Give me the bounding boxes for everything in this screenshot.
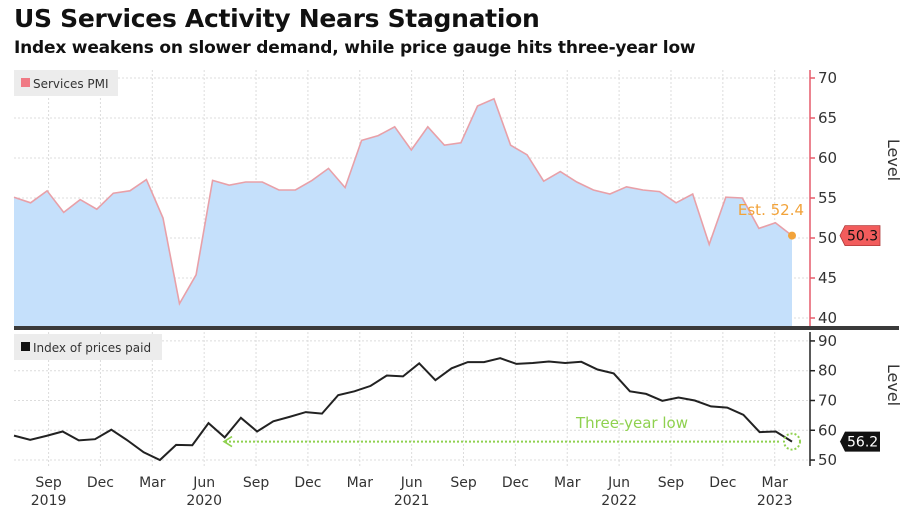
x-tick-month: Sep — [35, 475, 62, 491]
lower-ytick-label: 70 — [818, 391, 837, 409]
three-year-low-marker — [783, 432, 801, 451]
services-pmi-area — [14, 98, 792, 326]
x-tick-month: Mar — [139, 475, 166, 491]
prices-paid-line — [13, 357, 793, 462]
chart-subtitle: Index weakens on slower demand, while pr… — [14, 38, 696, 58]
x-axis-ticks: Sep 2019 Dec Mar Jun 2020 Sep Dec Mar Jun 2021 Sep D… — [31, 475, 793, 509]
x-tick-month: Jun — [607, 475, 630, 491]
lower-grid — [14, 332, 810, 466]
three-year-low-label: Three-year low — [575, 414, 688, 432]
x-tick-month: Dec — [294, 475, 321, 491]
x-tick-month: Dec — [87, 475, 114, 491]
lower-last-badge: 56.2 — [840, 431, 880, 452]
upper-ytick-label: 65 — [818, 109, 837, 127]
x-tick-month: Sep — [658, 475, 685, 491]
lower-ytick-label: 50 — [818, 451, 837, 469]
upper-legend: Services PMI — [14, 70, 118, 96]
upper-legend-bg — [14, 70, 118, 96]
x-tick-year: 2019 — [31, 493, 67, 509]
three-year-low-arrowhead — [222, 435, 233, 448]
upper-ytick-label: 55 — [818, 189, 837, 207]
upper-ytick-label: 70 — [818, 69, 837, 87]
lower-last-value: 56.2 — [847, 435, 878, 451]
x-tick-year: 2020 — [186, 493, 222, 509]
upper-last-badge: 50.3 — [839, 225, 881, 246]
upper-legend-swatch — [21, 78, 30, 87]
upper-ytick-label: 40 — [818, 309, 837, 327]
axes: 40 45 50 55 60 65 70 50 60 70 80 90 — [14, 69, 899, 469]
x-tick-month: Jun — [400, 475, 423, 491]
upper-ytick-label: 50 — [818, 229, 837, 247]
upper-last-badge-bg — [839, 225, 881, 246]
estimate-label: Est. 52.4 — [738, 201, 804, 219]
lower-ytick-label: 60 — [818, 421, 837, 439]
lower-ytick-label: 90 — [818, 332, 837, 350]
upper-ytick-label: 45 — [818, 269, 837, 287]
x-tick-year: 2022 — [601, 493, 637, 509]
lower-plot — [13, 357, 801, 462]
upper-legend-label: Services PMI — [33, 77, 109, 91]
upper-last-value: 50.3 — [847, 229, 878, 245]
lower-legend: Index of prices paid — [14, 334, 162, 360]
x-tick-month: Mar — [554, 475, 581, 491]
lower-ylabel: Level — [884, 364, 900, 406]
x-tick-year: 2021 — [394, 493, 430, 509]
x-tick-month: Dec — [502, 475, 529, 491]
lower-ytick-label: 80 — [818, 362, 837, 380]
lower-legend-swatch — [21, 342, 30, 351]
x-tick-month: Sep — [243, 475, 270, 491]
x-tick-year: 2023 — [757, 493, 793, 509]
estimate-marker — [788, 231, 796, 240]
upper-plot — [13, 97, 796, 326]
x-tick-month: Mar — [762, 475, 789, 491]
lower-last-badge-bg — [840, 431, 880, 452]
x-tick-month: Sep — [450, 475, 477, 491]
chart-title: US Services Activity Nears Stagnation — [14, 4, 540, 33]
lower-legend-bg — [14, 334, 162, 360]
services-pmi-line — [13, 97, 793, 306]
upper-ytick-label: 60 — [818, 149, 837, 167]
panel-separator — [14, 326, 899, 330]
x-tick-month: Dec — [709, 475, 736, 491]
x-tick-month: Jun — [192, 475, 215, 491]
lower-legend-label: Index of prices paid — [33, 341, 151, 355]
upper-ylabel: Level — [884, 139, 900, 181]
x-tick-month: Mar — [347, 475, 374, 491]
